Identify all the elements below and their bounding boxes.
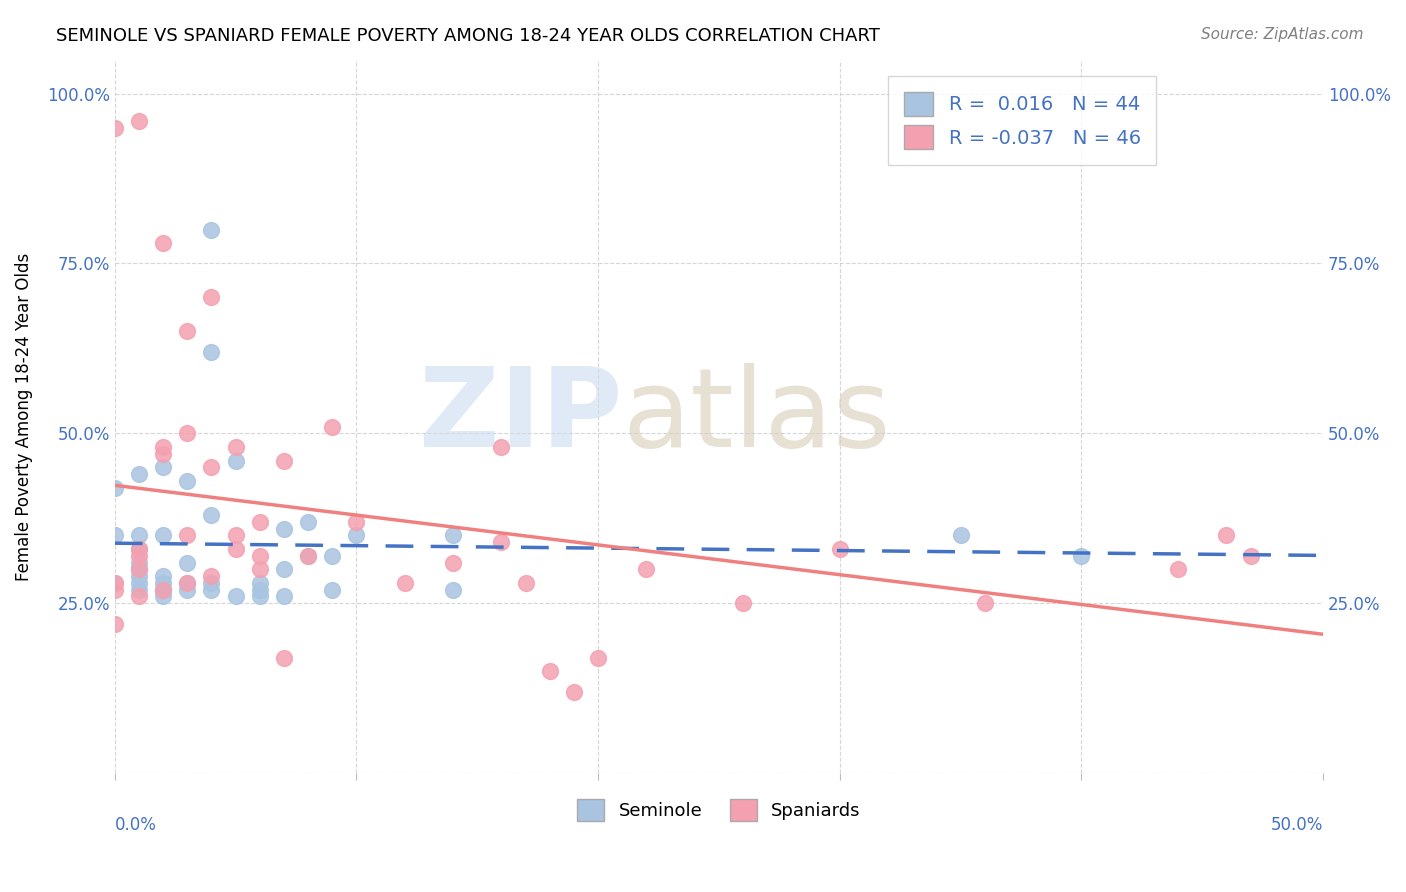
Point bbox=[225, 440, 247, 454]
Point bbox=[1215, 528, 1237, 542]
Point bbox=[1239, 549, 1261, 563]
Point bbox=[249, 590, 271, 604]
Point bbox=[394, 575, 416, 590]
Point bbox=[1167, 562, 1189, 576]
Point bbox=[104, 616, 127, 631]
Point bbox=[176, 575, 198, 590]
Point bbox=[273, 562, 295, 576]
Y-axis label: Female Poverty Among 18-24 Year Olds: Female Poverty Among 18-24 Year Olds bbox=[15, 252, 32, 581]
Point bbox=[152, 575, 174, 590]
Point bbox=[441, 556, 464, 570]
Text: atlas: atlas bbox=[623, 363, 891, 470]
Point bbox=[128, 467, 150, 482]
Point bbox=[733, 596, 755, 610]
Point bbox=[176, 582, 198, 597]
Point bbox=[128, 541, 150, 556]
Point bbox=[225, 528, 247, 542]
Point bbox=[104, 575, 127, 590]
Point bbox=[176, 556, 198, 570]
Text: 50.0%: 50.0% bbox=[1271, 816, 1323, 834]
Point bbox=[441, 582, 464, 597]
Point bbox=[249, 582, 271, 597]
Text: 0.0%: 0.0% bbox=[115, 816, 156, 834]
Point bbox=[152, 569, 174, 583]
Point bbox=[973, 596, 995, 610]
Point bbox=[128, 541, 150, 556]
Point bbox=[538, 665, 561, 679]
Point bbox=[104, 582, 127, 597]
Point bbox=[515, 575, 537, 590]
Point bbox=[128, 113, 150, 128]
Point bbox=[562, 684, 585, 698]
Point bbox=[225, 590, 247, 604]
Point bbox=[586, 650, 609, 665]
Point bbox=[1070, 549, 1092, 563]
Point bbox=[200, 582, 222, 597]
Point bbox=[828, 541, 851, 556]
Point bbox=[200, 508, 222, 522]
Legend: Seminole, Spaniards: Seminole, Spaniards bbox=[569, 792, 868, 829]
Point bbox=[636, 562, 658, 576]
Point bbox=[104, 575, 127, 590]
Point bbox=[152, 582, 174, 597]
Point bbox=[176, 528, 198, 542]
Point bbox=[128, 562, 150, 576]
Point bbox=[321, 549, 343, 563]
Point bbox=[152, 582, 174, 597]
Point bbox=[273, 650, 295, 665]
Point bbox=[249, 575, 271, 590]
Point bbox=[249, 515, 271, 529]
Point bbox=[491, 440, 513, 454]
Text: ZIP: ZIP bbox=[419, 363, 623, 470]
Point bbox=[949, 528, 972, 542]
Point bbox=[200, 344, 222, 359]
Point bbox=[128, 569, 150, 583]
Point bbox=[152, 590, 174, 604]
Point bbox=[152, 460, 174, 475]
Point bbox=[152, 440, 174, 454]
Point bbox=[441, 528, 464, 542]
Point bbox=[176, 474, 198, 488]
Point bbox=[273, 522, 295, 536]
Point bbox=[249, 549, 271, 563]
Point bbox=[225, 541, 247, 556]
Point bbox=[104, 481, 127, 495]
Point bbox=[128, 562, 150, 576]
Point bbox=[152, 447, 174, 461]
Point bbox=[200, 222, 222, 236]
Point bbox=[104, 528, 127, 542]
Point bbox=[152, 528, 174, 542]
Point bbox=[104, 120, 127, 135]
Point bbox=[128, 528, 150, 542]
Point bbox=[273, 453, 295, 467]
Point bbox=[297, 549, 319, 563]
Text: SEMINOLE VS SPANIARD FEMALE POVERTY AMONG 18-24 YEAR OLDS CORRELATION CHART: SEMINOLE VS SPANIARD FEMALE POVERTY AMON… bbox=[56, 27, 880, 45]
Text: Source: ZipAtlas.com: Source: ZipAtlas.com bbox=[1201, 27, 1364, 42]
Point bbox=[128, 556, 150, 570]
Point bbox=[176, 575, 198, 590]
Point bbox=[273, 590, 295, 604]
Point bbox=[152, 582, 174, 597]
Point bbox=[297, 549, 319, 563]
Point bbox=[200, 569, 222, 583]
Point bbox=[128, 549, 150, 563]
Point bbox=[249, 562, 271, 576]
Point bbox=[128, 575, 150, 590]
Point bbox=[176, 325, 198, 339]
Point bbox=[321, 582, 343, 597]
Point bbox=[491, 535, 513, 549]
Point bbox=[152, 236, 174, 251]
Point bbox=[128, 582, 150, 597]
Point bbox=[128, 590, 150, 604]
Point bbox=[297, 515, 319, 529]
Point bbox=[200, 460, 222, 475]
Point bbox=[346, 528, 368, 542]
Point bbox=[225, 453, 247, 467]
Point bbox=[200, 290, 222, 304]
Point bbox=[346, 515, 368, 529]
Point bbox=[200, 575, 222, 590]
Point bbox=[321, 419, 343, 434]
Point bbox=[176, 426, 198, 441]
